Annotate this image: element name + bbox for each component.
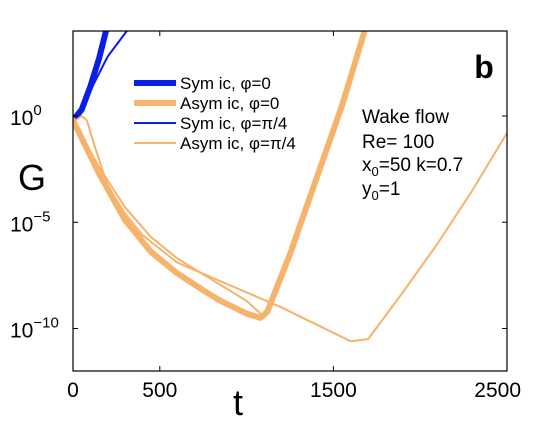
y-axis-label: G (18, 157, 46, 198)
annotation-line-1: Wake flow (362, 107, 449, 128)
annotation-line-3: x0=50 k=0.7 (362, 155, 463, 179)
annotation-line-3-sub: 0 (372, 164, 379, 179)
y-axis-ticks: 100 10−5 10−10 (10, 102, 507, 343)
annotation-line-4-a: y (362, 179, 372, 200)
series-line-3 (73, 31, 368, 321)
x-tick-label-2: 500 (142, 379, 177, 402)
x-tick-label-1: 0 (67, 379, 79, 402)
legend-label-3: Sym ic, φ=π/4 (180, 114, 287, 133)
series-layer (73, 31, 507, 343)
series-line-2 (73, 31, 128, 124)
plot-frame (72, 30, 508, 372)
annotation-line-3-b: =50 k=0.7 (379, 155, 464, 176)
legend-label-4: Asym ic, φ=π/4 (180, 134, 296, 153)
y-tick-label-1: 100 (10, 102, 42, 130)
legend-label-1: Sym ic, φ=0 (180, 74, 271, 93)
annotation-line-3-a: x (362, 155, 372, 176)
x-axis-label: t (233, 382, 243, 421)
legend-label-2: Asym ic, φ=0 (180, 94, 279, 113)
series-line-4 (73, 115, 507, 343)
series-line-5 (73, 119, 262, 315)
y-tick-label-2: 10−5 (10, 208, 50, 236)
annotation-block: Wake flow Re= 100 x0=50 k=0.7 y0=1 (362, 107, 463, 203)
x-axis-ticks: 0 500 1500 2500 (67, 31, 521, 402)
annotation-line-4-b: =1 (379, 179, 401, 200)
annotation-line-4-sub: 0 (372, 188, 379, 203)
panel-label: b (474, 49, 494, 85)
y-tick-label-3: 10−10 (10, 315, 59, 343)
annotation-line-2: Re= 100 (362, 132, 434, 153)
plot-area (73, 31, 507, 371)
annotation-line-4: y0=1 (362, 179, 400, 203)
x-tick-label-4: 2500 (474, 379, 521, 402)
x-tick-label-3: 1500 (310, 379, 357, 402)
